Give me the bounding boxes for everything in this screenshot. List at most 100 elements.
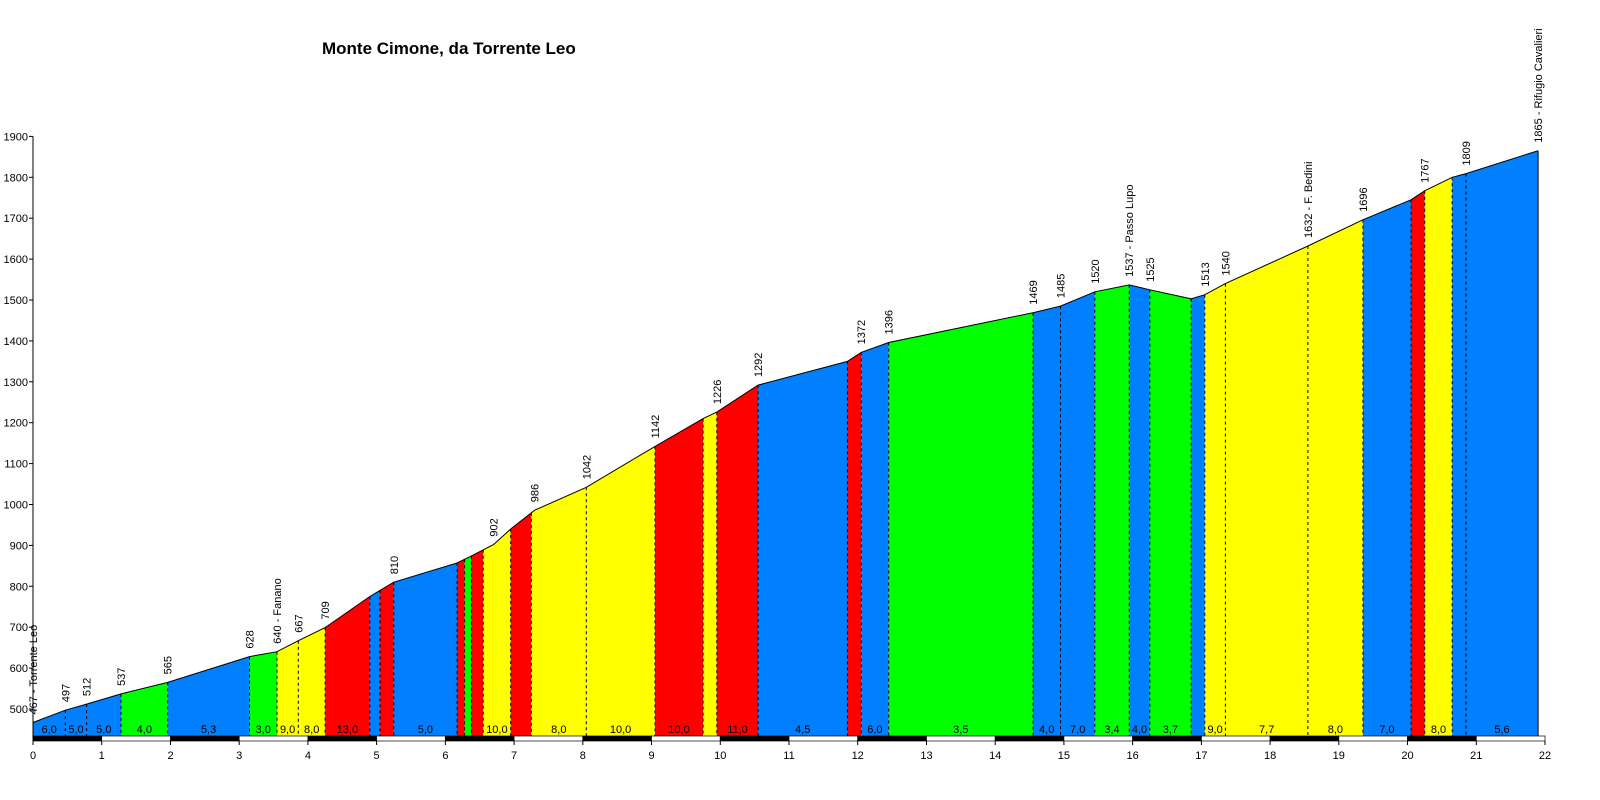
altitude-label: 1537 - Passo Lupo: [1124, 185, 1136, 277]
segment-gradient-label: 4,0: [137, 724, 152, 736]
altitude-label: 1696: [1358, 187, 1370, 211]
segment-gradient-label: 5,0: [418, 724, 433, 736]
segment-gradient-label: 3,4: [1104, 724, 1119, 736]
gradient-segment: [1225, 246, 1308, 736]
km-bar-strip: [170, 735, 240, 742]
segment-gradient-label: 6,0: [42, 724, 57, 736]
x-tick-label: 1: [99, 750, 105, 762]
x-tick-label: 13: [920, 750, 932, 762]
km-bar-strip: [994, 735, 1065, 742]
segment-gradient-label: 11,0: [727, 724, 748, 736]
x-tick-label: 19: [1333, 750, 1345, 762]
x-tick-label: 5: [374, 750, 380, 762]
segment-gradient-label: 13,0: [337, 724, 358, 736]
gradient-segment: [888, 312, 1033, 736]
km-bar-strip: [513, 735, 584, 742]
x-tick-label: 20: [1401, 750, 1413, 762]
x-tick-label: 22: [1539, 750, 1551, 762]
y-tick-label: 1500: [4, 295, 28, 307]
altitude-label: 497: [60, 684, 72, 702]
gradient-segment: [758, 361, 848, 736]
gradient-segment: [1191, 294, 1205, 736]
y-tick-label: 1600: [4, 254, 28, 266]
altitude-label: 467 - Torrente Leo: [28, 625, 40, 715]
gradient-segment: [510, 512, 532, 736]
gradient-segment: [1452, 173, 1466, 737]
altitude-label: 1292: [753, 353, 765, 377]
y-tick-label: 1400: [4, 336, 28, 348]
y-tick-label: 1300: [4, 377, 28, 389]
gradient-segment: [380, 582, 394, 736]
x-tick-label: 2: [167, 750, 173, 762]
altitude-label: 1226: [712, 380, 724, 404]
segment-gradient-label: 10,0: [486, 724, 507, 736]
km-bar-strip: [307, 735, 377, 742]
gradient-segment: [65, 704, 87, 736]
y-tick-label: 1000: [4, 500, 28, 512]
gradient-segment: [1033, 306, 1061, 736]
km-bar-strip: [1407, 735, 1477, 742]
km-bar-strip: [101, 735, 171, 742]
segment-gradient-label: 4,0: [1132, 724, 1147, 736]
gradient-segment: [586, 446, 655, 736]
altitude-label: 537: [116, 668, 128, 686]
km-bar-strip: [651, 735, 721, 742]
x-tick-label: 10: [714, 750, 726, 762]
altitude-label: 709: [320, 601, 332, 619]
km-bar-strip: [238, 735, 309, 742]
segment-gradient-label: 8,0: [1431, 724, 1446, 736]
altitude-label: 512: [82, 678, 94, 696]
x-tick-label: 0: [30, 750, 36, 762]
altitude-label: 628: [245, 630, 257, 648]
segment-gradient-label: 3,5: [953, 724, 968, 736]
gradient-segment: [1129, 284, 1150, 736]
x-tick-label: 12: [852, 750, 864, 762]
segment-gradient-label: 5,3: [201, 724, 216, 736]
x-tick-label: 6: [442, 750, 448, 762]
altitude-label: 565: [163, 656, 175, 674]
segment-gradient-label: 8,0: [1328, 724, 1343, 736]
km-bar-strip: [582, 735, 652, 742]
gradient-segment: [1307, 219, 1363, 737]
y-tick-label: 600: [10, 663, 28, 675]
gradient-segment: [655, 418, 704, 736]
km-bar-strip: [32, 735, 103, 742]
km-bar-strip: [1063, 735, 1133, 742]
gradient-segment: [325, 596, 370, 736]
gradient-segment: [277, 640, 299, 736]
y-tick-label: 1200: [4, 418, 28, 430]
gradient-segment: [1060, 291, 1095, 736]
gradient-segment: [1362, 199, 1411, 737]
altitude-label: 1809: [1461, 141, 1473, 165]
x-tick-label: 16: [1126, 750, 1138, 762]
gradient-segment: [33, 710, 66, 736]
profile-outline: [32, 150, 1539, 723]
x-tick-label: 11: [783, 750, 794, 762]
altitude-label: 1372: [856, 320, 868, 344]
km-bar-strip: [926, 735, 996, 742]
segment-gradient-label: 8,0: [551, 724, 566, 736]
altitude-label: 1142: [650, 415, 662, 439]
altitude-label: 667: [293, 614, 305, 632]
km-bar-strip: [1201, 735, 1271, 742]
y-tick-label: 800: [10, 581, 28, 593]
altitude-label: 640 - Fanano: [272, 578, 284, 643]
x-tick-label: 7: [511, 750, 517, 762]
y-tick-label: 500: [10, 704, 28, 716]
gradient-segment: [464, 555, 472, 736]
gradient-segment: [861, 342, 889, 736]
altitude-label: 1485: [1056, 274, 1068, 298]
segment-gradient-label: 5,0: [68, 724, 83, 736]
altitude-label: 1632 - F. Bedini: [1303, 162, 1315, 238]
km-bar-strip: [1132, 735, 1202, 742]
km-bar-strip: [857, 735, 927, 742]
altitude-label: 1396: [884, 310, 896, 334]
km-bar-strip: [445, 735, 515, 742]
segment-gradient-label: 10,0: [668, 724, 689, 736]
x-tick-label: 21: [1470, 750, 1482, 762]
x-tick-label: 18: [1264, 750, 1276, 762]
gradient-segment: [457, 559, 465, 736]
gradient-segment: [1466, 150, 1539, 736]
gradient-segment: [716, 385, 759, 736]
